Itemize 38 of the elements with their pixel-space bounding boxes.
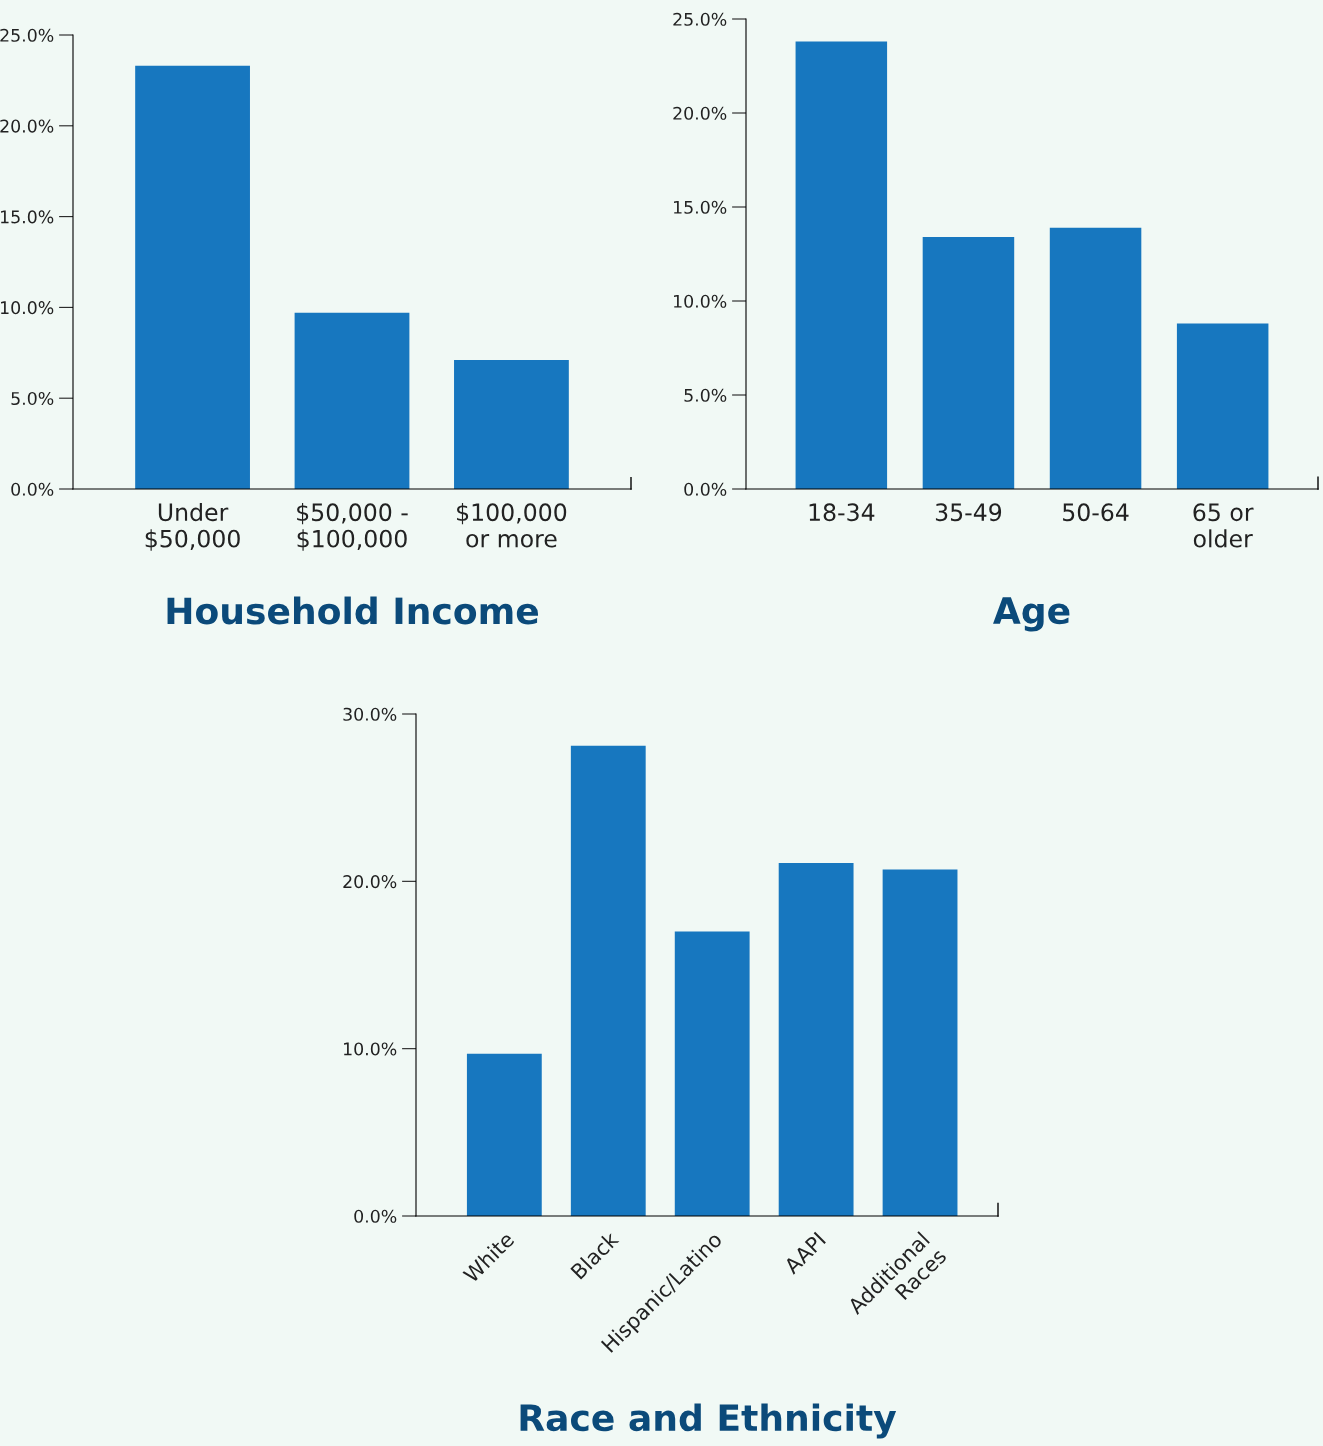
y-tick-label: 20.0% — [673, 106, 727, 120]
text: Age — [993, 597, 1070, 632]
y-tick-label: 0.0% — [684, 482, 727, 496]
y-tick-label: 15.0% — [674, 200, 727, 214]
text: Household Income — [167, 596, 539, 625]
bar — [778, 862, 854, 1216]
x-tick-label: 65 or older — [1193, 503, 1254, 548]
bar — [882, 869, 958, 1216]
bar — [466, 1053, 542, 1216]
x-tick-label: 50-64 — [1063, 503, 1129, 522]
bar — [674, 931, 750, 1216]
bar — [922, 237, 1015, 489]
y-tick-label: 0.0% — [11, 482, 54, 496]
bar — [454, 360, 569, 489]
text: Race and Ethnicity — [520, 1403, 897, 1439]
y-tick-label: 5.0% — [684, 388, 727, 402]
bar — [135, 65, 250, 489]
x-tick-label: 18-34 — [809, 503, 875, 522]
y-tick-label: 20.0% — [0, 119, 54, 133]
bar — [1176, 323, 1269, 489]
y-tick-label: 20.0% — [343, 875, 397, 889]
y-tick-label: 10.0% — [344, 1042, 397, 1056]
bar — [294, 312, 410, 489]
y-tick-label: 25.0% — [0, 28, 54, 42]
bar — [1049, 227, 1142, 489]
x-tick-label: $100,000 or more — [457, 502, 567, 548]
bar — [570, 745, 646, 1216]
x-tick-label: 35-49 — [935, 503, 1002, 522]
x-tick-label: $50,000 - $100,000 — [297, 502, 408, 551]
y-tick-label: 30.0% — [343, 707, 397, 721]
y-tick-label: 15.0% — [1, 210, 54, 224]
bar — [795, 41, 888, 489]
y-tick-label: 10.0% — [1, 301, 54, 315]
x-tick-label: Under $50,000 — [145, 502, 240, 551]
y-tick-label: 10.0% — [674, 294, 727, 308]
y-tick-label: 0.0% — [354, 1209, 397, 1223]
y-tick-label: 5.0% — [11, 391, 54, 406]
y-tick-label: 25.0% — [673, 12, 727, 26]
